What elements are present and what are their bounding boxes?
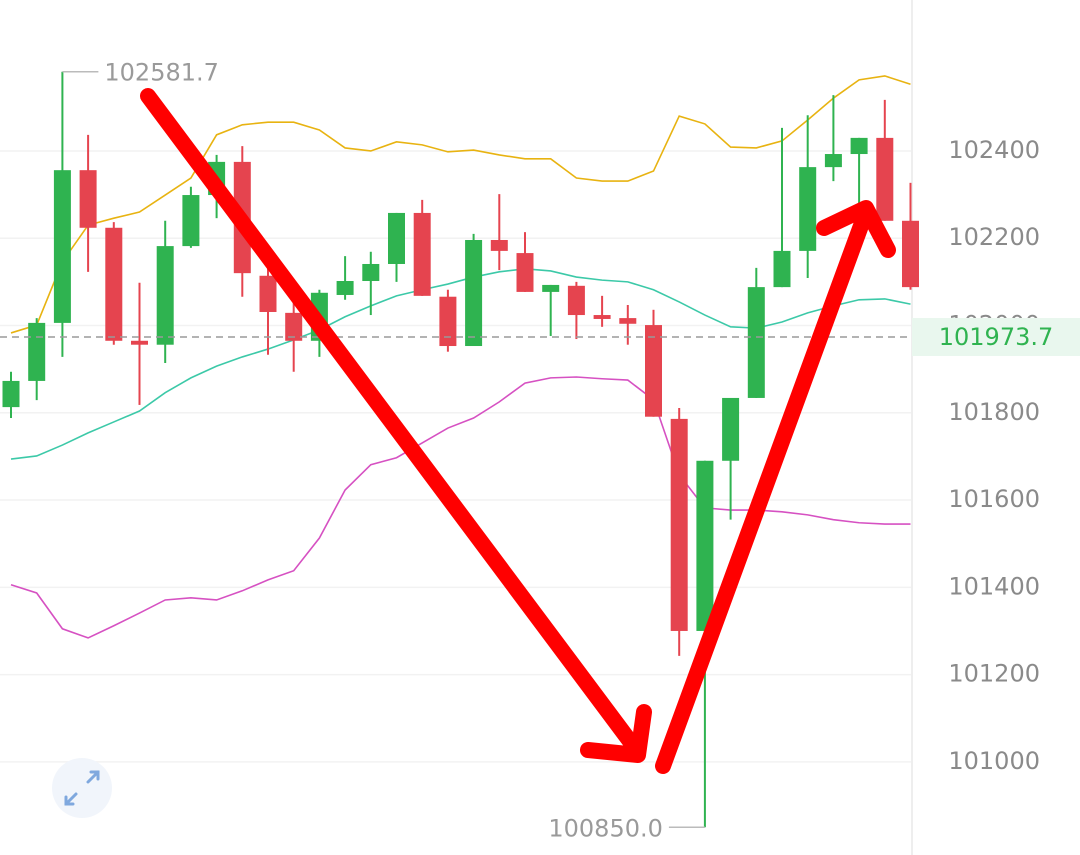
candle-body bbox=[567, 285, 585, 316]
candle-body bbox=[259, 275, 277, 312]
last-price-box bbox=[912, 317, 1080, 356]
last-price-label: 101973.7 bbox=[939, 323, 1054, 351]
candle-body bbox=[182, 195, 200, 247]
candle-body bbox=[850, 137, 868, 155]
candle-body bbox=[593, 315, 611, 319]
low-label: 100850.0 bbox=[548, 814, 663, 842]
up-arrow-head bbox=[816, 200, 896, 258]
candle-body bbox=[156, 246, 174, 345]
candle-body bbox=[722, 397, 740, 461]
annotations: 102581.7 100850.0 101973.7 bbox=[0, 59, 1080, 842]
candle-body bbox=[902, 220, 919, 288]
down-arrow bbox=[140, 88, 646, 760]
y-tick-label: 101600 bbox=[948, 485, 1040, 513]
candle-body bbox=[747, 287, 765, 398]
y-tick-label: 102200 bbox=[948, 223, 1040, 251]
band-line bbox=[10, 75, 911, 334]
expand-button[interactable] bbox=[52, 758, 112, 818]
candle-body bbox=[388, 212, 405, 264]
candle-body bbox=[28, 322, 46, 381]
candle-body bbox=[645, 325, 662, 417]
candle-body bbox=[131, 340, 148, 345]
candle-body bbox=[53, 170, 71, 323]
candle-body bbox=[79, 170, 97, 228]
candle-body bbox=[773, 250, 791, 288]
candle-body bbox=[413, 212, 431, 296]
candle-body bbox=[824, 154, 842, 168]
candles bbox=[2, 71, 919, 828]
candle-body bbox=[336, 281, 354, 295]
candle-body bbox=[799, 167, 817, 251]
candle-body bbox=[876, 137, 894, 221]
trend-arrows bbox=[140, 88, 896, 774]
candle-body bbox=[105, 227, 123, 341]
candle-body bbox=[2, 380, 20, 408]
candle-body bbox=[490, 239, 508, 251]
y-tick-label: 101200 bbox=[948, 660, 1040, 688]
y-tick-label: 102400 bbox=[948, 136, 1040, 164]
candle-body bbox=[516, 253, 534, 292]
candle-body bbox=[285, 312, 303, 341]
candle-body bbox=[619, 318, 637, 324]
expand-button-bg[interactable] bbox=[52, 758, 112, 818]
down-arrow-head bbox=[580, 704, 652, 763]
candle-body bbox=[542, 284, 560, 292]
candle-body bbox=[439, 296, 457, 347]
candle-body bbox=[696, 460, 714, 631]
y-tick-label: 101400 bbox=[948, 572, 1040, 600]
y-tick-label: 101000 bbox=[948, 747, 1040, 775]
expand-icon[interactable] bbox=[64, 770, 100, 806]
high-label: 102581.7 bbox=[104, 59, 219, 87]
candle-body bbox=[670, 418, 688, 631]
candle-body bbox=[465, 239, 483, 347]
y-tick-label: 101800 bbox=[948, 398, 1040, 426]
candle-body bbox=[362, 263, 380, 282]
up-arrow bbox=[655, 204, 874, 774]
